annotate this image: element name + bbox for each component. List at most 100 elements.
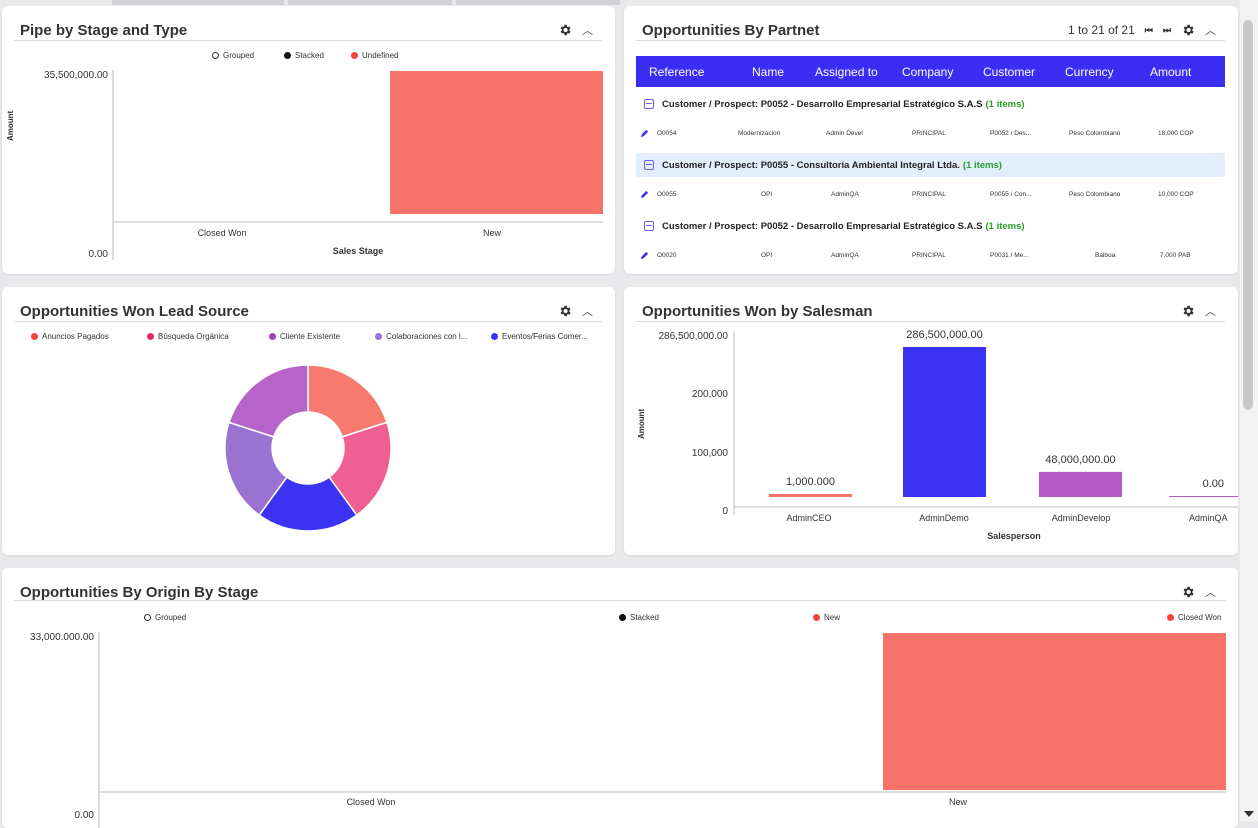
first-page-icon[interactable]: ⏮ [1144,24,1153,35]
legend-label: Eventos/Ferias Comer... [502,332,588,341]
collapse-group-icon[interactable] [644,160,654,170]
salesman-bar[interactable] [903,347,986,497]
legend-grouped[interactable]: Grouped [212,51,254,60]
cell-currency: Balboa [1095,252,1116,259]
x-tick: New [482,228,501,238]
radio-icon [144,614,151,621]
column-header[interactable]: Assigned to [815,64,878,79]
legend-label: New [824,613,841,622]
table-row[interactable]: O0020 OPI AdminQA PRINCIPAL P0031 / Me..… [636,247,1225,265]
column-header[interactable]: Customer [983,64,1036,79]
divider [636,40,1225,41]
collapse-chevron-icon[interactable]: ︿ [1205,25,1216,37]
cell-currency: Peso Colombiano [1069,130,1121,137]
legend-item[interactable]: Cliente Existente [269,332,340,341]
group-label: Customer / Prospect: P0055 - Consultoría… [662,159,960,171]
top-tab[interactable] [288,0,452,5]
column-header[interactable]: Company [902,64,954,79]
top-tab[interactable] [456,0,620,5]
salesman-bar[interactable] [1169,496,1238,497]
bar-new[interactable] [883,633,1226,790]
legend-item[interactable]: Eventos/Ferias Comer... [491,332,588,341]
edit-pencil-icon[interactable] [640,190,649,199]
bar-new[interactable] [390,71,603,214]
cell-currency: Peso Colombiano [1069,191,1121,198]
collapse-chevron-icon[interactable]: ︿ [582,25,593,37]
group-count: (1 items) [985,98,1025,110]
legend-item[interactable]: Búsqueda Orgánica [147,332,229,341]
y-tick: 286,500,000.00 [658,331,728,342]
table-row[interactable]: O0055 OPI AdminQA PRINCIPAL P0055 / Con.… [636,186,1225,204]
cell-company: PRINCIPAL [912,130,946,137]
legend-stacked[interactable]: Stacked [619,613,659,622]
edit-pencil-icon[interactable] [640,129,649,138]
salesman-bar[interactable] [769,494,852,497]
collapse-chevron-icon[interactable]: ︿ [1205,306,1216,318]
legend-label: Búsqueda Orgánica [158,332,229,341]
cell-name: OPI [761,252,773,259]
origin-by-stage-panel: Opportunities By Origin By Stage ︿ Group… [2,568,1238,828]
legend-stacked[interactable]: Stacked [284,51,324,60]
legend-item[interactable]: Anuncios Pagados [31,332,109,341]
group-row[interactable]: Customer / Prospect: P0052 - Desarrollo … [636,92,1225,116]
legend-grouped[interactable]: Grouped [144,613,186,622]
legend-new[interactable]: New [813,613,840,622]
x-tick: AdminDemo [919,513,969,523]
y-tick: 0 [722,506,728,517]
radio-icon [619,614,626,621]
y-tick: 200,000 [691,389,728,400]
cell-assigned: AdminQA [831,252,859,259]
legend-label: Undefined [362,51,399,60]
column-header[interactable]: Name [752,64,785,79]
series-dot-icon [269,333,276,340]
bar-data-label: 0.00 [1203,478,1224,490]
origin-chart-svg [98,632,1226,828]
legend-label: Cliente Existente [280,332,341,341]
donut-slice[interactable] [228,364,309,438]
group-row[interactable]: Customer / Prospect: P0052 - Desarrollo … [636,214,1225,238]
top-tab[interactable] [112,0,284,5]
x-axis-label: Salesperson [987,531,1041,541]
legend-label: Colaboraciones con l... [386,332,468,341]
legend-label: Anuncios Pagados [42,332,109,341]
column-header[interactable]: Reference [649,64,705,79]
scrollbar-thumb[interactable] [1243,20,1253,410]
x-tick: AdminCEO [786,513,832,523]
lead-source-panel: Opportunities Won Lead Source ︿ Anuncios… [2,287,615,555]
cell-name: Modernizacion [738,130,781,137]
page-scrollbar[interactable] [1240,0,1258,821]
last-page-icon[interactable]: ⏭ [1162,24,1171,35]
salesman-bar[interactable] [1039,471,1122,497]
cell-name: OPI [761,191,773,198]
collapse-chevron-icon[interactable]: ︿ [582,306,593,318]
x-tick: Closed Won [346,797,396,807]
legend-undefined[interactable]: Undefined [351,51,398,60]
panel-controls: ︿ [558,303,593,319]
column-header[interactable]: Amount [1150,64,1192,79]
legend-item[interactable]: Colaboraciones con l... [375,332,467,341]
gear-icon[interactable] [558,23,572,37]
gear-icon[interactable] [1181,585,1195,599]
panel-title: Opportunities Won Lead Source [20,303,249,320]
column-header[interactable]: Currency [1065,64,1114,79]
cell-customer: P0052 / Des... [990,130,1032,137]
collapse-group-icon[interactable] [644,99,654,109]
gear-icon[interactable] [1181,23,1195,37]
table-row[interactable]: O0054 Modernizacion Admin Devel PRINCIPA… [636,125,1225,143]
collapse-group-icon[interactable] [644,221,654,231]
scroll-down-arrow-icon[interactable] [1244,811,1254,817]
legend-closed-won[interactable]: Closed Won [1167,613,1221,622]
bar-data-label: 286,500,000.00 [906,329,982,341]
series-dot-icon [813,614,820,621]
group-row[interactable]: Customer / Prospect: P0055 - Consultoría… [636,153,1225,177]
gear-icon[interactable] [1181,304,1195,318]
gear-icon[interactable] [558,304,572,318]
pagination-label: 1 to 21 of 21 [1068,23,1135,37]
edit-pencil-icon[interactable] [640,251,649,260]
collapse-chevron-icon[interactable]: ︿ [1205,587,1216,599]
lead-source-donut-svg [224,364,392,532]
cell-company: PRINCIPAL [912,252,946,259]
panel-title: Opportunities By Partnet [642,22,820,39]
x-tick: Closed Won [197,228,247,238]
panel-controls: 1 to 21 of 21 ⏮ ⏭ ︿ [1068,22,1216,38]
